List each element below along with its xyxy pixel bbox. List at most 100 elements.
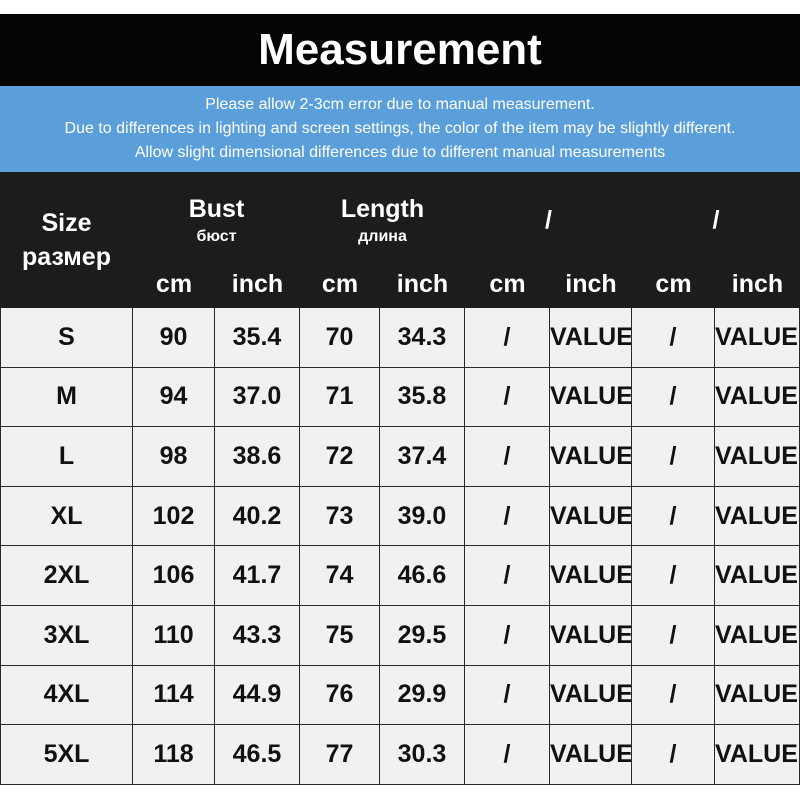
table-cell: 29.9 — [380, 665, 465, 726]
table-cell: 43.3 — [215, 606, 300, 666]
size-header: Size размер — [0, 172, 133, 308]
table-cell: 37.0 — [215, 367, 300, 428]
table-header: Size размер Bust бюст cm inch Length длина cm inc… — [0, 172, 800, 308]
table-cell: / — [632, 486, 715, 547]
table-cell: / — [465, 546, 550, 606]
group-header: / — [465, 184, 632, 256]
table-cell: 35.8 — [380, 367, 465, 428]
table-cell: 37.4 — [380, 427, 465, 487]
table-cell: 70 — [300, 308, 380, 368]
table-cell: 90 — [133, 308, 215, 368]
table-cell: 2XL — [0, 546, 133, 606]
table-cell: 72 — [300, 427, 380, 487]
table-cell: VALUE — [550, 427, 632, 487]
unit-label: inch — [231, 269, 284, 298]
table-cell: / — [632, 665, 715, 726]
table-cell: 76 — [300, 665, 380, 726]
group-name: Bust — [188, 194, 245, 223]
table-cell: 77 — [300, 725, 380, 785]
table-cell: VALUE — [550, 546, 632, 606]
table-cell: VALUE — [715, 427, 800, 487]
table-cell: VALUE — [715, 308, 800, 368]
table-cell: / — [632, 427, 715, 487]
table-cell: / — [465, 308, 550, 368]
table-cell: VALUE — [715, 367, 800, 428]
unit-label: cm — [489, 269, 526, 298]
group-header: Bust бюст — [133, 184, 300, 256]
table-cell: 46.5 — [215, 725, 300, 785]
table-cell: 39.0 — [380, 486, 465, 547]
unit-label: cm — [321, 269, 359, 298]
table-cell: 4XL — [0, 665, 133, 726]
table-cell: 29.5 — [380, 606, 465, 666]
table-cell: 114 — [133, 665, 215, 726]
size-label: Size — [41, 209, 92, 237]
group-sub: длина — [358, 227, 407, 245]
title: Measurement — [258, 25, 542, 74]
table-cell: 106 — [133, 546, 215, 606]
note-line: Allow slight dimensional differences due… — [134, 144, 666, 161]
table-cell: VALUE — [715, 546, 800, 606]
table-cell: / — [632, 308, 715, 368]
group-sub: бюст — [196, 227, 237, 245]
table-cell: 3XL — [0, 606, 133, 666]
table-cell: M — [0, 367, 133, 428]
table-cell: 35.4 — [215, 308, 300, 368]
table-cell: 34.3 — [380, 308, 465, 368]
table-cell: 38.6 — [215, 427, 300, 487]
table-cell: VALUE — [550, 308, 632, 368]
unit-label: cm — [655, 269, 692, 298]
table-cell: VALUE — [715, 665, 800, 726]
group-name: Length — [340, 194, 425, 223]
table-cell: VALUE — [715, 725, 800, 785]
table-cell: / — [465, 606, 550, 666]
group-name: / — [712, 205, 720, 234]
table-cell: VALUE — [550, 367, 632, 428]
table-cell: S — [0, 308, 133, 368]
notes-band: Please allow 2-3cm error due to manual m… — [0, 86, 800, 172]
unit-label: inch — [731, 269, 784, 298]
table-cell: / — [632, 606, 715, 666]
table-cell: XL — [0, 486, 133, 547]
table-cell: 44.9 — [215, 665, 300, 726]
group-header: Length длина — [300, 184, 465, 256]
table-cell: 110 — [133, 606, 215, 666]
table-cell: VALUE — [550, 486, 632, 547]
table-cell: VALUE — [550, 665, 632, 726]
table-cell: / — [465, 486, 550, 547]
table-cell: 40.2 — [215, 486, 300, 547]
table-cell: VALUE — [715, 606, 800, 666]
table-cell: L — [0, 427, 133, 487]
unit-label: inch — [565, 269, 617, 298]
size-label: размер — [22, 243, 111, 271]
table-cell: 30.3 — [380, 725, 465, 785]
table-cell: / — [465, 367, 550, 428]
note-line: Due to differences in lighting and scree… — [64, 120, 736, 137]
table-cell: 75 — [300, 606, 380, 666]
unit-label: inch — [396, 269, 449, 298]
table-cell: 118 — [133, 725, 215, 785]
title-bar: Measurement — [0, 14, 800, 86]
table-cell: 41.7 — [215, 546, 300, 606]
table-cell: / — [632, 725, 715, 785]
table-cell: / — [465, 725, 550, 785]
table-cell: 98 — [133, 427, 215, 487]
table-cell: 74 — [300, 546, 380, 606]
group-name: / — [545, 205, 552, 234]
table-cell: VALUE — [550, 606, 632, 666]
table-cell: VALUE — [550, 725, 632, 785]
table-cell: 94 — [133, 367, 215, 428]
unit-label: cm — [155, 269, 193, 298]
table-cell: / — [632, 546, 715, 606]
group-header: / — [632, 184, 800, 256]
table-cell: VALUE — [715, 486, 800, 547]
table-cell: / — [465, 427, 550, 487]
table-cell: 46.6 — [380, 546, 465, 606]
table-cell: 5XL — [0, 725, 133, 785]
note-line: Please allow 2-3cm error due to manual m… — [205, 96, 595, 113]
table-cell: / — [465, 665, 550, 726]
table-cell: 71 — [300, 367, 380, 428]
table-cell: 73 — [300, 486, 380, 547]
table-cell: / — [632, 367, 715, 428]
